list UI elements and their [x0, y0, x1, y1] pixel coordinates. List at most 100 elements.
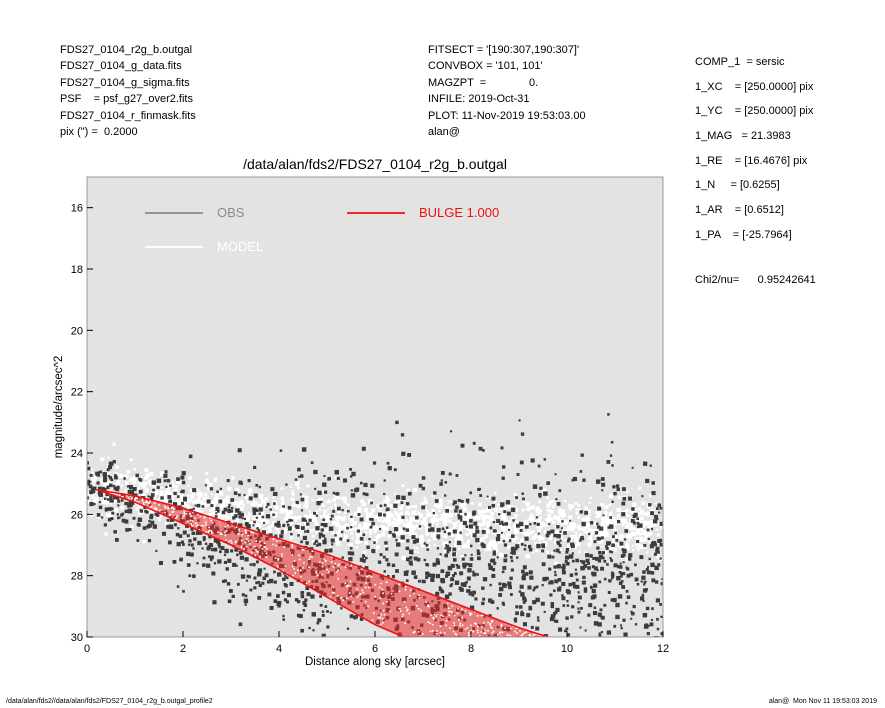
- model-point: [112, 442, 116, 446]
- obs-point: [475, 529, 480, 534]
- obs-point: [561, 581, 566, 587]
- model-point: [252, 516, 257, 520]
- bulge-speckle: [323, 558, 325, 561]
- obs-point: [312, 629, 315, 632]
- model-point: [404, 510, 410, 515]
- model-point: [398, 506, 403, 511]
- obs-point: [215, 512, 218, 515]
- bulge-speckle: [225, 529, 228, 532]
- bulge-speckle: [373, 612, 375, 614]
- obs-point: [107, 475, 111, 478]
- bulge-speckle: [525, 631, 528, 633]
- model-point: [365, 513, 369, 517]
- obs-point: [520, 612, 525, 617]
- model-point: [106, 480, 111, 485]
- obs-point: [609, 516, 613, 519]
- obs-point: [547, 554, 552, 559]
- model-point: [567, 517, 572, 522]
- obs-point: [540, 601, 545, 606]
- bulge-speckle: [469, 612, 471, 614]
- obs-point: [658, 511, 661, 514]
- obs-point: [225, 567, 229, 571]
- bulge-speckle: [483, 621, 485, 624]
- model-point: [621, 534, 625, 538]
- obs-point: [149, 513, 154, 518]
- obs-point: [572, 688, 576, 692]
- obs-point: [215, 506, 220, 511]
- obs-point: [169, 484, 172, 488]
- obs-point: [113, 530, 117, 534]
- obs-point: [93, 503, 96, 506]
- bulge-speckle: [399, 607, 401, 610]
- bulge-speckle: [332, 586, 335, 589]
- obs-point: [594, 702, 598, 706]
- obs-point: [256, 527, 259, 530]
- bulge-speckle: [131, 497, 133, 500]
- obs-point: [90, 487, 94, 491]
- obs-point: [152, 488, 155, 492]
- obs-point: [605, 546, 609, 550]
- obs-point: [407, 491, 412, 496]
- bulge-speckle: [224, 534, 227, 537]
- obs-point: [341, 508, 344, 512]
- obs-point: [571, 559, 575, 563]
- bulge-speckle: [245, 538, 248, 540]
- obs-point: [595, 666, 599, 670]
- bulge-speckle: [141, 500, 144, 502]
- obs-point: [269, 508, 272, 511]
- model-point: [355, 533, 360, 538]
- bulge-speckle: [427, 621, 430, 624]
- model-point: [465, 517, 469, 521]
- bulge-speckle: [499, 631, 502, 634]
- obs-point: [659, 506, 663, 510]
- obs-point: [300, 591, 305, 595]
- obs-point: [99, 470, 103, 474]
- model-point: [141, 509, 146, 514]
- model-point: [363, 550, 367, 555]
- model-point: [548, 536, 553, 540]
- model-point: [370, 508, 375, 512]
- obs-point: [87, 481, 90, 486]
- bulge-speckle: [380, 582, 382, 585]
- obs-point: [654, 565, 659, 571]
- bulge-speckle: [317, 574, 319, 577]
- obs-point: [611, 571, 614, 575]
- obs-point: [555, 498, 558, 501]
- obs-point: [551, 555, 555, 559]
- bulge-speckle: [311, 550, 314, 552]
- model-point: [214, 499, 219, 504]
- obs-point: [530, 685, 534, 689]
- obs-point: [175, 532, 180, 537]
- obs-point: [575, 558, 579, 563]
- obs-point: [240, 574, 246, 579]
- model-point: [539, 516, 542, 519]
- obs-point: [569, 519, 572, 522]
- obs-point: [391, 574, 396, 579]
- model-point: [431, 509, 436, 513]
- obs-point: [452, 552, 456, 556]
- model-point: [259, 503, 263, 506]
- obs-point: [450, 430, 453, 433]
- bulge-speckle: [261, 548, 264, 550]
- model-point: [197, 496, 201, 500]
- model-point: [381, 515, 384, 519]
- bulge-speckle: [435, 632, 438, 635]
- bulge-speckle: [195, 525, 198, 528]
- bulge-speckle: [283, 546, 285, 548]
- obs-point: [460, 499, 464, 503]
- model-point: [250, 521, 253, 524]
- model-point: [242, 504, 245, 507]
- bulge-speckle: [532, 633, 535, 636]
- obs-point: [150, 493, 155, 497]
- obs-point: [116, 485, 120, 489]
- obs-point: [563, 531, 567, 535]
- obs-point: [466, 696, 470, 700]
- model-point: [574, 525, 577, 528]
- obs-point: [228, 503, 231, 506]
- bulge-speckle: [190, 523, 193, 525]
- obs-point: [166, 518, 170, 522]
- obs-point: [541, 544, 546, 549]
- model-point: [231, 476, 235, 480]
- model-point: [656, 528, 659, 531]
- obs-point: [379, 504, 383, 508]
